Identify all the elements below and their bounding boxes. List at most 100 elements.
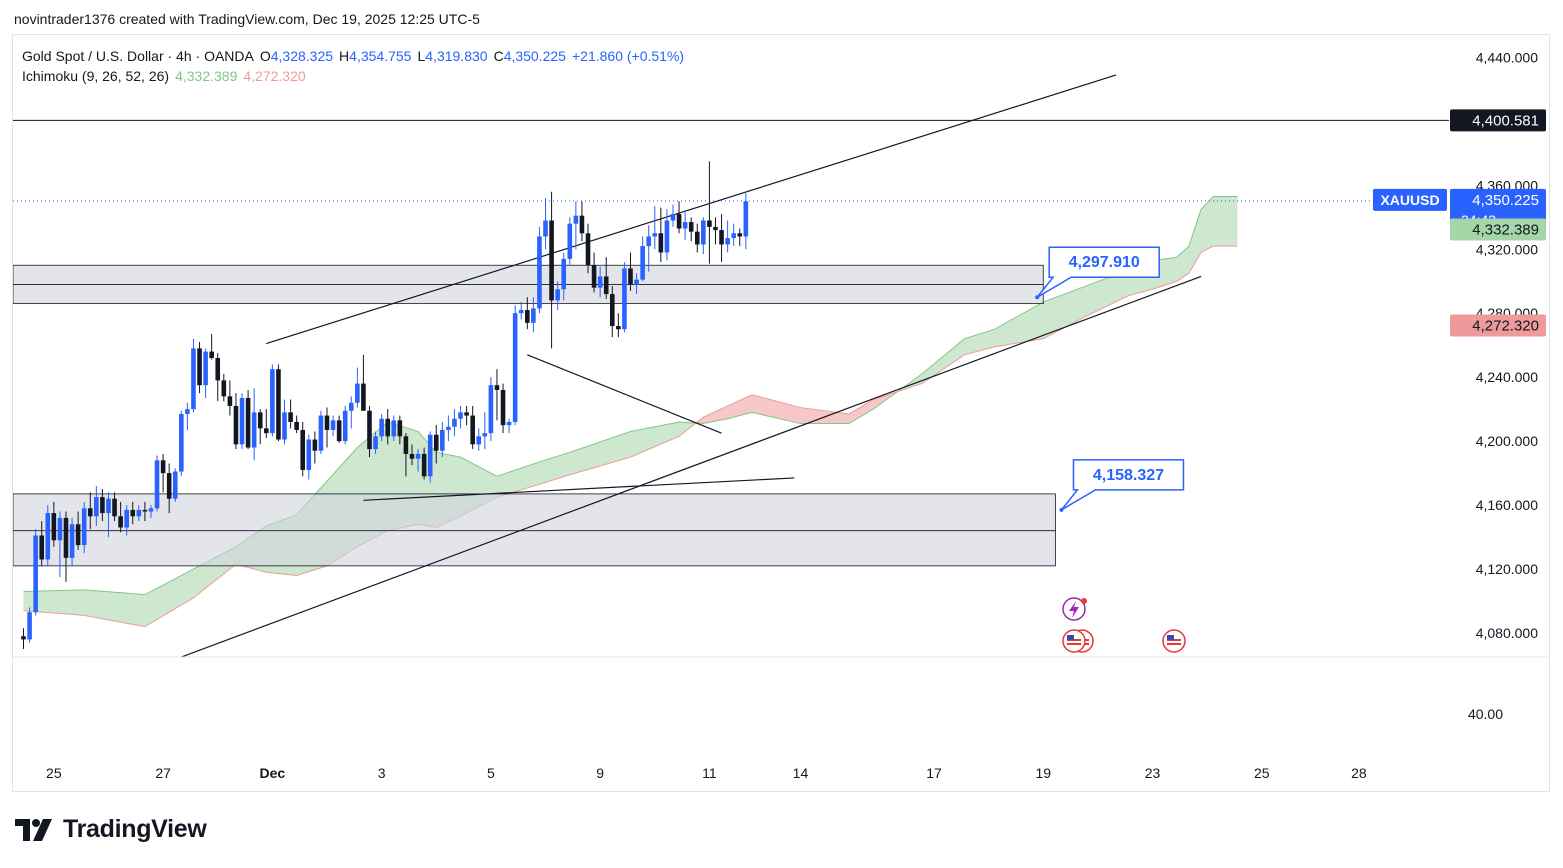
- candle-up: [391, 415, 397, 442]
- candle-down: [494, 369, 500, 421]
- trendline: [527, 354, 722, 434]
- indicator-value-2: 4,272.320: [243, 68, 306, 84]
- price-label-text: 4,350.225: [1472, 192, 1539, 209]
- candle-up: [482, 412, 488, 450]
- candle-body: [725, 238, 730, 245]
- candle-body: [154, 460, 160, 509]
- time-tick-label: 17: [926, 765, 942, 781]
- candle-body: [270, 369, 275, 434]
- candle-up: [45, 505, 51, 566]
- candle-up: [646, 225, 652, 272]
- candle-body: [257, 412, 263, 429]
- candle-up: [573, 201, 579, 250]
- candle-up: [652, 206, 658, 250]
- candle-body: [676, 214, 682, 229]
- candle-body: [264, 428, 269, 434]
- candle-down: [197, 342, 202, 394]
- candle-up: [701, 217, 706, 255]
- candle-body: [476, 436, 482, 445]
- candle-up: [342, 405, 348, 445]
- candle-body: [215, 357, 221, 381]
- candle-up: [106, 492, 111, 538]
- candle-down: [658, 207, 664, 263]
- candle-up: [543, 198, 548, 250]
- time-tick-label: 3: [378, 765, 386, 781]
- candle-up: [81, 501, 87, 554]
- candle-up: [725, 220, 730, 253]
- symbol-title[interactable]: Gold Spot / U.S. Dollar · 4h · OANDA: [22, 48, 254, 64]
- candle-down: [300, 421, 306, 477]
- candle-body: [525, 310, 530, 323]
- symbol-tag-text: XAUUSD: [1380, 192, 1439, 208]
- candle-down: [688, 217, 694, 242]
- candle-up: [239, 393, 245, 450]
- candle-body: [543, 220, 548, 237]
- candle-down: [409, 444, 415, 466]
- candle-body: [555, 289, 560, 301]
- candle-body: [591, 265, 597, 288]
- candle-up: [27, 607, 32, 643]
- cloud-bearish-segment: [703, 405, 728, 424]
- close-value: 4,350.225: [503, 48, 566, 64]
- candle-up: [69, 517, 75, 566]
- open-value: 4,328.325: [270, 48, 334, 64]
- supply-demand-zones: [13, 264, 1056, 567]
- candle-up: [282, 399, 287, 445]
- candle-body: [33, 535, 38, 613]
- candle-down: [276, 364, 281, 442]
- callout-bubble: [1036, 246, 1160, 298]
- candle-body: [427, 434, 433, 477]
- low-value: 4,319.830: [425, 48, 488, 64]
- candle-body: [573, 215, 579, 224]
- candle-body: [743, 201, 749, 237]
- candle-down: [118, 501, 123, 533]
- candle-body: [634, 279, 639, 285]
- candle-body: [51, 513, 57, 541]
- candle-body: [57, 517, 63, 541]
- candle-body: [142, 509, 148, 512]
- candle-up: [506, 418, 512, 434]
- candle-up: [318, 410, 324, 454]
- low-label: L: [417, 48, 426, 64]
- candle-up: [270, 364, 275, 437]
- indicator-row: Ichimoku (9, 26, 52, 26) 4,332.389 4,272…: [22, 66, 684, 86]
- candle-down: [433, 425, 439, 464]
- cloud-bullish-segment: [84, 589, 145, 627]
- candle-down: [591, 252, 597, 293]
- candle-body: [27, 612, 32, 640]
- candle-down: [603, 257, 609, 299]
- time-tick-label: 9: [596, 765, 604, 781]
- candle-body: [124, 509, 129, 528]
- cloud-bullish-segment: [630, 421, 680, 458]
- candle-down: [100, 489, 105, 522]
- candle-body: [75, 524, 81, 546]
- candle-body: [148, 508, 154, 512]
- candle-body: [172, 471, 178, 499]
- candle-down: [324, 407, 330, 448]
- candle-down: [737, 228, 743, 247]
- cloud-bullish-segment: [23, 589, 85, 616]
- indicator-title[interactable]: Ichimoku (9, 26, 52, 26): [22, 68, 170, 84]
- candle-up: [561, 252, 567, 301]
- candle-down: [233, 393, 239, 450]
- candle-body: [209, 351, 214, 358]
- price-tick-label: 4,320.000: [1476, 241, 1538, 257]
- candle-up: [518, 302, 524, 320]
- candle-down: [361, 354, 366, 411]
- candle-body: [342, 410, 348, 442]
- candle-up: [452, 409, 457, 437]
- flag-stripe: [1167, 643, 1181, 645]
- candle-body: [518, 310, 524, 314]
- candle-body: [585, 233, 591, 266]
- span-b-line: [23, 245, 1238, 628]
- cloud-bullish-segment: [921, 338, 965, 384]
- time-tick-label: 23: [1145, 765, 1161, 781]
- candle-body: [239, 397, 245, 445]
- brand-name: TradingView: [63, 815, 207, 843]
- candle-down: [209, 334, 214, 360]
- candle-body: [391, 420, 397, 437]
- candle-body: [191, 348, 196, 410]
- candle-up: [373, 431, 378, 454]
- candle-body: [221, 380, 227, 397]
